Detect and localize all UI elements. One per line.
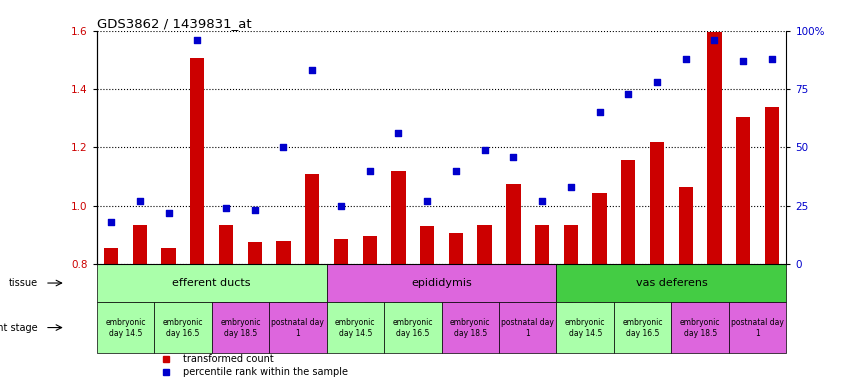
Text: embryonic
day 14.5: embryonic day 14.5	[105, 318, 145, 338]
Text: embryonic
day 16.5: embryonic day 16.5	[162, 318, 204, 338]
Bar	[614, 302, 671, 353]
Bar	[133, 225, 147, 264]
Point	[420, 198, 434, 204]
Point	[392, 130, 405, 136]
Point	[679, 56, 692, 62]
Bar	[269, 302, 326, 353]
Text: embryonic
day 14.5: embryonic day 14.5	[565, 318, 606, 338]
Bar	[420, 226, 434, 264]
Bar	[362, 236, 377, 264]
Bar	[212, 302, 269, 353]
Point	[220, 205, 233, 211]
Point	[593, 109, 606, 116]
Text: embryonic
day 16.5: embryonic day 16.5	[393, 318, 433, 338]
Point	[133, 198, 146, 204]
Bar	[764, 106, 779, 264]
Text: postnatal day
1: postnatal day 1	[272, 318, 325, 338]
Bar	[384, 302, 442, 353]
Bar	[650, 141, 664, 264]
Point	[737, 58, 750, 64]
Bar	[305, 174, 320, 264]
Bar	[679, 187, 693, 264]
Bar	[219, 225, 233, 264]
Bar	[326, 302, 384, 353]
Bar	[478, 225, 492, 264]
Point	[104, 219, 118, 225]
Text: development stage: development stage	[0, 323, 38, 333]
Point	[363, 167, 377, 174]
Bar	[334, 239, 348, 264]
Point	[564, 184, 578, 190]
Bar	[104, 248, 119, 264]
Bar	[391, 170, 405, 264]
Bar	[154, 302, 212, 353]
Text: embryonic
day 18.5: embryonic day 18.5	[450, 318, 490, 338]
Point	[449, 167, 463, 174]
Bar	[499, 302, 557, 353]
Point	[334, 203, 347, 209]
Point	[161, 210, 175, 216]
Bar	[97, 264, 326, 302]
Bar	[707, 32, 722, 264]
Bar	[161, 248, 176, 264]
Point	[277, 144, 290, 151]
Bar	[535, 225, 549, 264]
Bar	[557, 302, 614, 353]
Point	[191, 37, 204, 43]
Bar	[506, 184, 521, 264]
Bar	[557, 264, 786, 302]
Bar	[592, 192, 606, 264]
Text: embryonic
day 14.5: embryonic day 14.5	[335, 318, 376, 338]
Bar	[621, 161, 636, 264]
Text: embryonic
day 18.5: embryonic day 18.5	[680, 318, 721, 338]
Bar	[729, 302, 786, 353]
Bar	[671, 302, 729, 353]
Text: GDS3862 / 1439831_at: GDS3862 / 1439831_at	[97, 17, 251, 30]
Bar	[277, 241, 291, 264]
Text: vas deferens: vas deferens	[636, 278, 707, 288]
Bar	[563, 225, 578, 264]
Text: postnatal day
1: postnatal day 1	[501, 318, 554, 338]
Bar	[326, 264, 557, 302]
Point	[536, 198, 549, 204]
Text: embryonic
day 18.5: embryonic day 18.5	[220, 318, 261, 338]
Text: epididymis: epididymis	[411, 278, 472, 288]
Bar	[247, 242, 262, 264]
Point	[621, 91, 635, 97]
Bar	[449, 233, 463, 264]
Bar	[190, 58, 204, 264]
Text: transformed count: transformed count	[183, 354, 273, 364]
Bar	[442, 302, 499, 353]
Text: tissue: tissue	[9, 278, 38, 288]
Text: efferent ducts: efferent ducts	[172, 278, 251, 288]
Bar	[736, 117, 750, 264]
Text: embryonic
day 16.5: embryonic day 16.5	[622, 318, 663, 338]
Point	[478, 147, 491, 153]
Point	[305, 67, 319, 73]
Text: postnatal day
1: postnatal day 1	[731, 318, 784, 338]
Bar	[97, 302, 154, 353]
Point	[506, 154, 520, 160]
Text: percentile rank within the sample: percentile rank within the sample	[183, 367, 348, 377]
Point	[765, 56, 779, 62]
Point	[708, 37, 722, 43]
Point	[248, 207, 262, 214]
Point	[650, 79, 664, 85]
